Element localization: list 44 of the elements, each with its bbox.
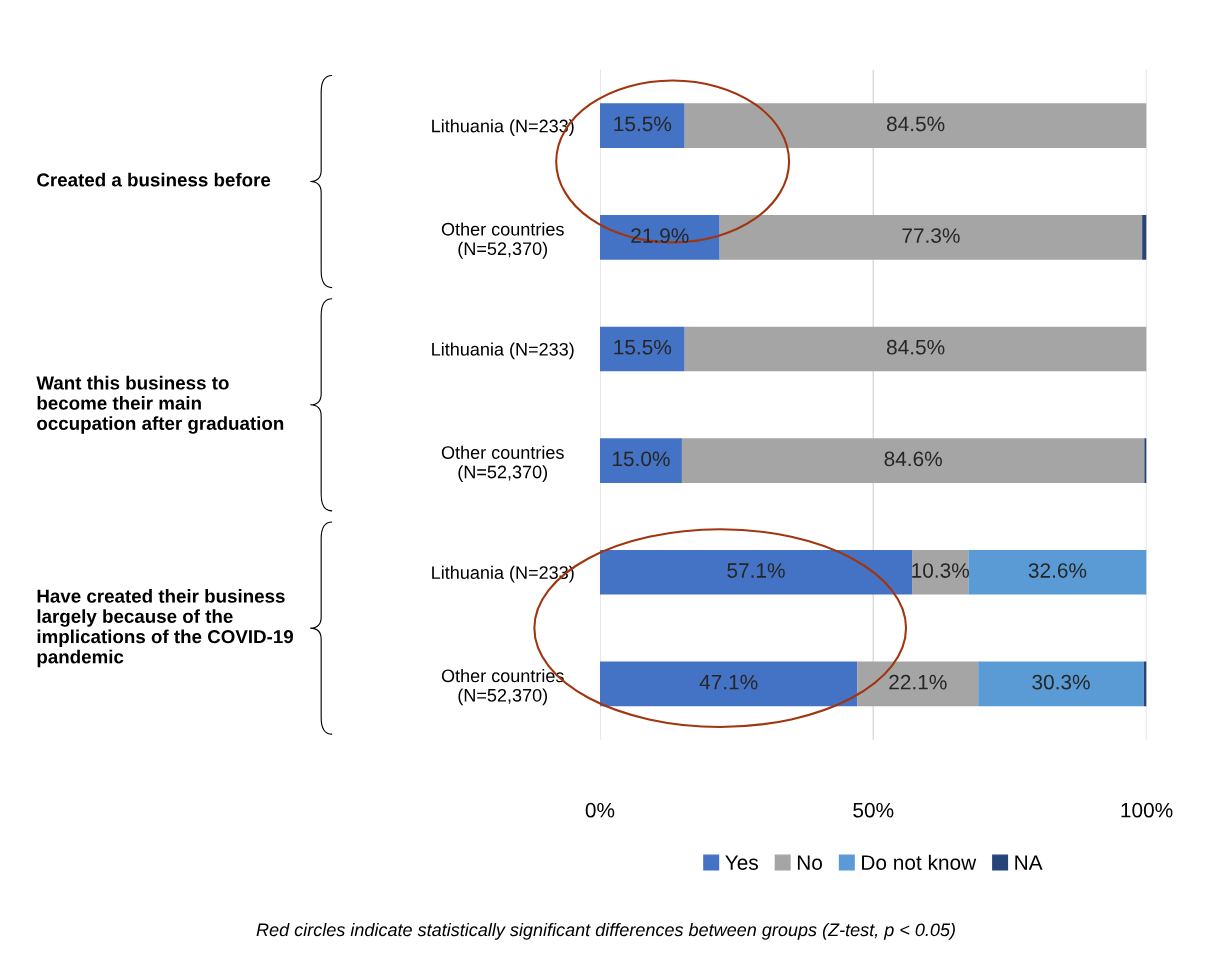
data-label: 30.3% bbox=[1032, 674, 1090, 690]
text: Red circles indicate statistically significant differences between groups (Z-test, p < 0.05) bbox=[256, 922, 955, 940]
legend-label: Yes bbox=[725, 855, 758, 870]
text: Have created their business largely because of the implications of the COVID-19 pandemic bbox=[37, 589, 293, 668]
bar bbox=[681, 438, 1145, 483]
data-label: 57.1% bbox=[727, 563, 785, 578]
data-label: 84.6% bbox=[884, 451, 942, 467]
data-label: 10.3% bbox=[912, 563, 969, 578]
bar bbox=[1144, 438, 1147, 483]
bar bbox=[599, 438, 682, 483]
data-label: 47.1% bbox=[699, 674, 758, 690]
bar bbox=[968, 549, 1147, 595]
data-label: 15.0% bbox=[612, 451, 670, 467]
y-tick-label: Other countries (N=52,370) bbox=[441, 445, 564, 482]
legend-label: NA bbox=[1015, 855, 1043, 870]
data-label: 22.1% bbox=[889, 674, 947, 690]
bar bbox=[684, 103, 1147, 149]
legend-label: Do not know bbox=[862, 854, 977, 870]
bar bbox=[1142, 215, 1147, 260]
text: Created a business before bbox=[37, 172, 271, 187]
bar bbox=[599, 326, 685, 372]
x-tick-label: 100% bbox=[1121, 802, 1173, 818]
bar bbox=[599, 215, 720, 260]
text: Want this business to become their main occupation after graduation bbox=[36, 375, 284, 434]
bar bbox=[912, 549, 969, 595]
bar bbox=[599, 549, 913, 595]
bar bbox=[978, 661, 1144, 707]
data-label: 15.5% bbox=[614, 116, 672, 132]
y-tick-label: Other countries (N=52,370) bbox=[441, 222, 564, 259]
data-label: 84.5% bbox=[886, 339, 945, 355]
x-tick-label: 0% bbox=[585, 802, 615, 818]
bar bbox=[684, 326, 1147, 372]
bar bbox=[719, 215, 1143, 260]
x-tick-label: 50% bbox=[853, 802, 894, 818]
legend-label: No bbox=[797, 855, 822, 870]
bar bbox=[857, 661, 979, 707]
data-label: 21.9% bbox=[631, 228, 689, 243]
bar bbox=[599, 661, 858, 707]
data-label: 84.5% bbox=[886, 116, 945, 132]
data-label: 32.6% bbox=[1028, 563, 1087, 578]
y-tick-label: Lithuania (N=233) bbox=[432, 342, 574, 360]
data-label: 77.3% bbox=[902, 228, 960, 243]
data-label: 15.5% bbox=[614, 339, 672, 355]
bar bbox=[599, 103, 685, 149]
